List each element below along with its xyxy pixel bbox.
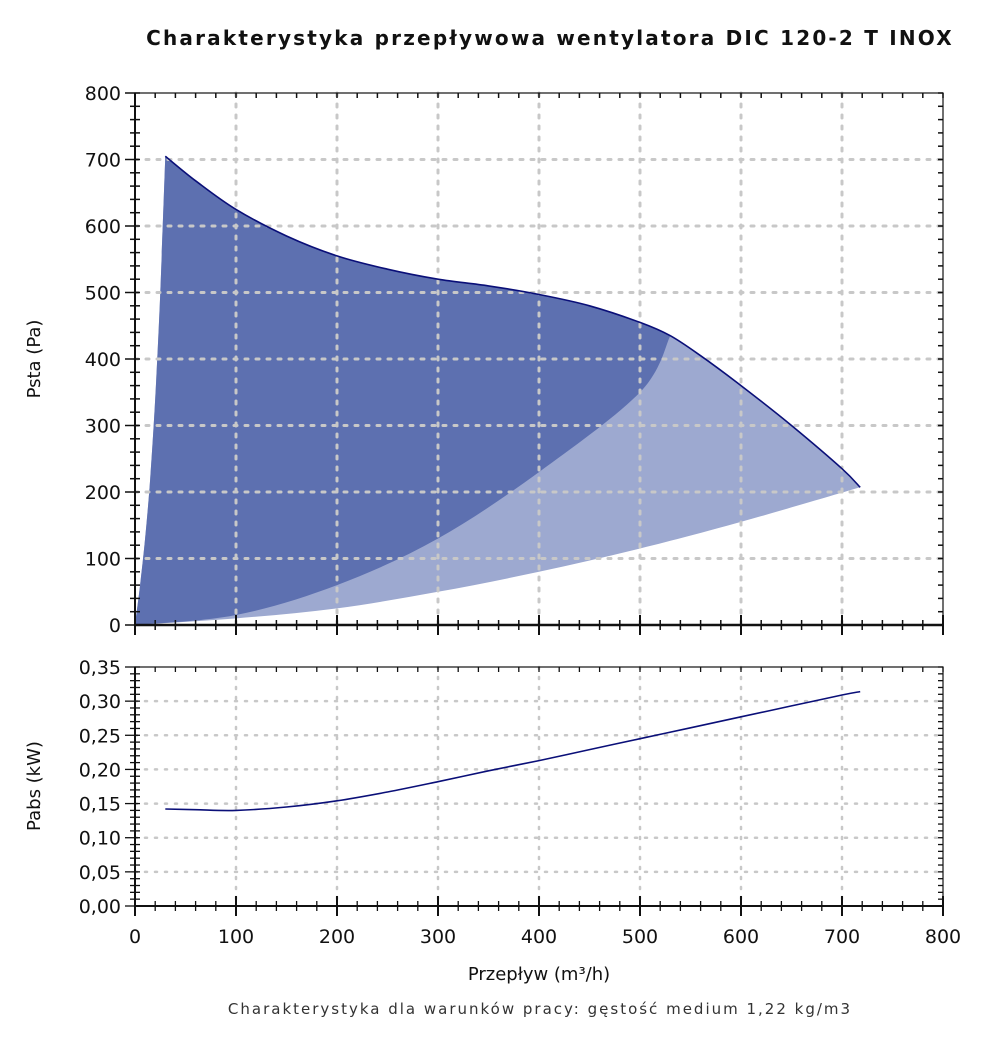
y-tick-label-pabs: 0,10 xyxy=(79,828,121,850)
conditions-note: Charakterystyka dla warunków pracy: gęst… xyxy=(227,1000,853,1018)
y-tick-label-psta: 0 xyxy=(109,615,121,637)
y-tick-label-pabs: 0,25 xyxy=(79,725,121,747)
x-tick-label: 0 xyxy=(129,926,141,948)
y-tick-label-psta: 300 xyxy=(85,416,121,438)
pressure-plot: 0 100 200 300 400 500 600 700 800 xyxy=(85,83,945,637)
x-axis-title: Przepływ (m³/h) xyxy=(468,964,610,985)
y-tick-label-psta: 400 xyxy=(85,349,121,371)
y-tick-label-pabs: 0,35 xyxy=(79,657,121,679)
x-tick-label: 300 xyxy=(420,926,456,948)
y-axis-title-psta: Psta (Pa) xyxy=(24,320,45,399)
x-tick-label: 200 xyxy=(319,926,355,948)
y-tick-label-psta: 200 xyxy=(85,482,121,504)
y-tick-label-psta: 700 xyxy=(85,150,121,172)
y-axis-title-pabs: Pabs (kW) xyxy=(24,741,45,831)
x-tick-label: 100 xyxy=(218,926,254,948)
pabs-curve-line xyxy=(165,690,861,812)
x-tick-label: 800 xyxy=(925,926,961,948)
power-plot: 0,00 0,05 0,10 0,15 0,20 0,25 0,30 0,35 0 100 200 3… xyxy=(79,657,961,948)
fan-curve-line xyxy=(164,155,861,488)
y-tick-label-psta: 800 xyxy=(85,83,121,105)
y-tick-label-pabs: 0,20 xyxy=(79,759,121,781)
dark-operating-area xyxy=(135,156,671,625)
y-tick-label-pabs: 0,15 xyxy=(79,794,121,816)
y-tick-label-pabs: 0,05 xyxy=(79,862,121,884)
y-tick-label-pabs: 0,30 xyxy=(79,691,121,713)
chart-title: Charakterystyka przepływowa wentylatora … xyxy=(146,26,954,50)
x-tick-label: 400 xyxy=(521,926,557,948)
x-tick-label: 700 xyxy=(824,926,860,948)
x-tick-label: 500 xyxy=(622,926,658,948)
y-tick-label-psta: 100 xyxy=(85,549,121,571)
x-tick-label: 600 xyxy=(723,926,759,948)
y-tick-label-pabs: 0,00 xyxy=(79,896,121,918)
y-tick-label-psta: 600 xyxy=(85,216,121,238)
y-tick-label-psta: 500 xyxy=(85,283,121,305)
